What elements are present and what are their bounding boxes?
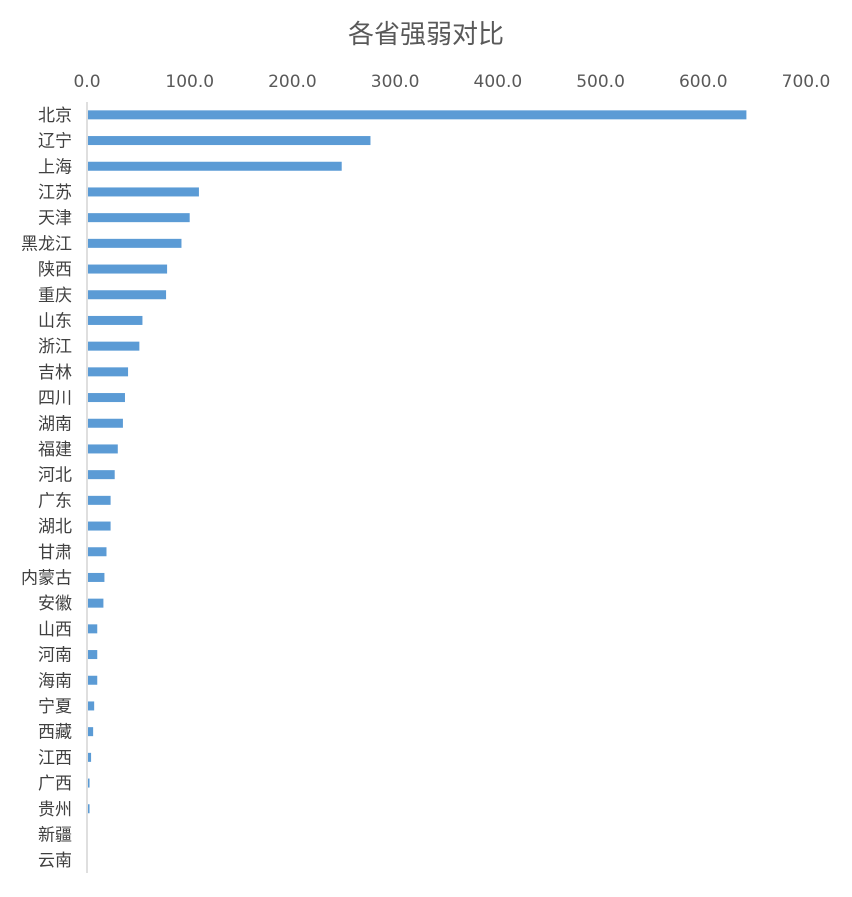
category-label: 重庆 <box>38 286 72 306</box>
category-label: 浙江 <box>38 337 72 357</box>
x-tick-label: 0.0 <box>73 72 100 92</box>
category-label: 吉林 <box>38 363 72 383</box>
category-label: 江西 <box>38 748 72 768</box>
category-label: 辽宁 <box>38 132 72 152</box>
x-tick-label: 600.0 <box>679 72 728 92</box>
x-tick-label: 100.0 <box>165 72 214 92</box>
bar <box>88 547 107 557</box>
category-label: 山西 <box>38 620 72 640</box>
bar <box>88 495 111 505</box>
x-tick-label: 500.0 <box>576 72 625 92</box>
x-tick-label: 200.0 <box>268 72 317 92</box>
category-label: 湖北 <box>38 517 72 537</box>
bar <box>88 110 747 120</box>
category-label: 黑龙江 <box>21 234 72 254</box>
value-axis-ticks: 0.0 100.0 200.0 300.0 400.0 500.0 600.0 700.0 <box>73 72 830 92</box>
category-label: 福建 <box>38 440 72 460</box>
bar <box>88 624 98 634</box>
x-tick-label: 700.0 <box>782 72 831 92</box>
bars <box>88 110 747 814</box>
category-label: 湖南 <box>38 414 72 434</box>
category-label: 甘肃 <box>38 543 72 563</box>
category-label: 河南 <box>38 646 72 666</box>
bar <box>88 521 111 531</box>
category-label: 安徽 <box>38 594 72 614</box>
category-label: 河北 <box>38 466 72 486</box>
bar <box>88 238 182 248</box>
bar <box>88 650 98 660</box>
bar <box>88 315 143 325</box>
bar <box>88 598 104 608</box>
category-label: 陕西 <box>38 260 72 280</box>
bar <box>88 778 90 788</box>
bar <box>88 418 123 428</box>
bar <box>88 213 190 223</box>
category-label: 贵州 <box>38 800 72 820</box>
category-label: 西藏 <box>38 723 72 743</box>
category-label: 广西 <box>38 774 72 794</box>
category-label: 北京 <box>38 106 72 126</box>
category-label: 内蒙古 <box>21 568 72 588</box>
bar <box>88 572 105 582</box>
bar <box>88 341 140 351</box>
bar <box>88 727 94 737</box>
category-label: 新疆 <box>38 825 72 845</box>
bar <box>88 804 90 814</box>
bar <box>88 136 371 146</box>
bar <box>88 187 199 197</box>
x-tick-label: 300.0 <box>371 72 420 92</box>
category-label: 宁夏 <box>38 697 72 717</box>
category-label: 上海 <box>38 157 72 177</box>
bar <box>88 675 98 685</box>
bar <box>88 161 342 171</box>
category-labels: 北京辽宁上海江苏天津黑龙江陕西重庆山东浙江吉林四川湖南福建河北广东湖北甘肃内蒙古… <box>21 106 72 871</box>
category-label: 天津 <box>38 209 72 229</box>
category-label: 山东 <box>38 311 72 331</box>
bar <box>88 393 125 403</box>
category-label: 四川 <box>38 389 72 409</box>
bar <box>88 470 115 480</box>
category-label: 海南 <box>38 671 72 691</box>
bar <box>88 752 92 762</box>
category-label: 江苏 <box>38 183 72 203</box>
bar <box>88 701 95 711</box>
category-label: 云南 <box>38 851 72 871</box>
bar <box>88 367 129 377</box>
bar <box>88 264 168 274</box>
bar <box>88 290 167 300</box>
x-tick-label: 400.0 <box>474 72 523 92</box>
bar <box>88 444 118 454</box>
chart-title: 各省强弱对比 <box>347 20 504 50</box>
category-label: 广东 <box>38 491 72 511</box>
